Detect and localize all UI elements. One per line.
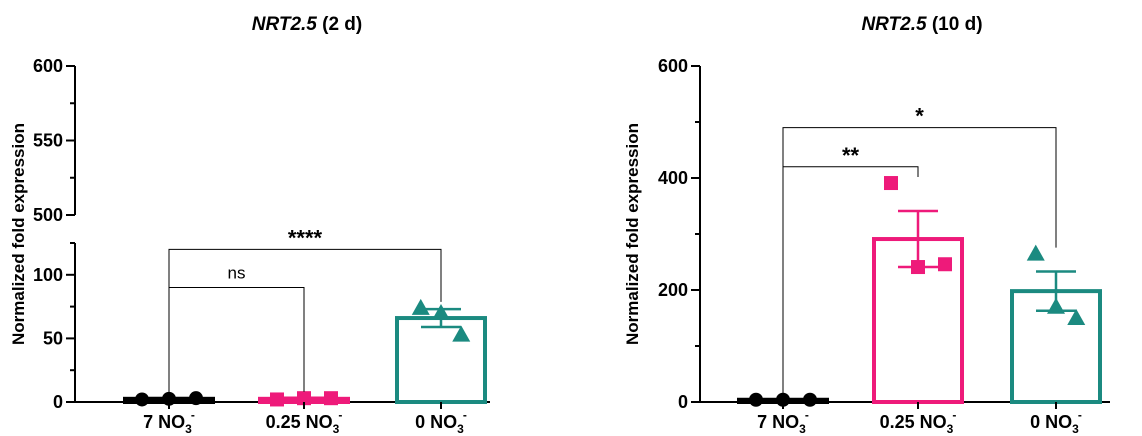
significance-label: ** — [842, 143, 860, 168]
data-point — [749, 392, 763, 407]
data-point — [162, 391, 176, 406]
y-tick-label: 600 — [658, 56, 688, 76]
panel-title: NRT2.5 (2 d) — [252, 14, 363, 35]
data-point — [803, 392, 817, 407]
data-point — [189, 391, 203, 406]
x-tick-label: 7 NO3- — [143, 408, 195, 436]
y-tick-label: 550 — [33, 131, 63, 151]
significance-label: ns — [228, 264, 246, 283]
y-tick-label: 0 — [53, 392, 63, 412]
data-point — [776, 392, 790, 407]
data-point — [297, 391, 311, 406]
x-tick-label: 0.25 NO3- — [880, 408, 957, 436]
title-suffix: (2 d) — [317, 14, 362, 35]
title-gene: NRT2.5 — [252, 14, 318, 35]
data-point — [135, 392, 149, 407]
data-point — [411, 298, 430, 315]
data-point — [938, 257, 952, 272]
data-point — [1026, 244, 1045, 261]
x-tick-label: 7 NO3- — [757, 408, 809, 436]
y-tick-label: 500 — [33, 205, 63, 225]
y-tick-label: 0 — [678, 392, 688, 412]
significance-bracket — [782, 166, 919, 394]
y-tick-label: 200 — [658, 280, 688, 300]
data-point — [911, 260, 925, 275]
significance-label: **** — [288, 225, 323, 250]
data-point — [324, 391, 338, 406]
x-tick-label: 0 NO3- — [415, 408, 467, 436]
y-tick-label: 100 — [33, 265, 63, 285]
y-axis-label: Normalized fold expression — [9, 123, 28, 345]
title-gene: NRT2.5 — [861, 14, 927, 35]
bar — [395, 316, 487, 405]
data-point — [884, 176, 898, 191]
data-point — [1047, 297, 1065, 314]
data-point — [432, 303, 450, 320]
y-tick-label: 600 — [33, 56, 63, 76]
y-tick-label: 50 — [43, 328, 63, 348]
panel-10d: NRT2.5 (10 d) Normalized fold expression… — [623, 14, 1110, 436]
x-tick-label: 0.25 NO3- — [266, 408, 343, 436]
panel-2d: NRT2.5 (2 d) Normalized fold expression … — [9, 14, 490, 436]
data-point — [452, 325, 471, 342]
significance-bracket — [782, 127, 1057, 394]
title-suffix: (10 d) — [927, 14, 983, 35]
x-tick-label: 0 NO3- — [1030, 408, 1082, 436]
y-axis-label: Normalized fold expression — [623, 123, 642, 345]
data-point — [1067, 309, 1086, 325]
significance-label: * — [915, 104, 924, 129]
y-tick-label: 400 — [658, 168, 688, 188]
data-point — [270, 392, 284, 407]
significance-bracket — [168, 287, 305, 393]
significance-bracket — [168, 248, 442, 393]
panel-title: NRT2.5 (10 d) — [861, 14, 982, 35]
